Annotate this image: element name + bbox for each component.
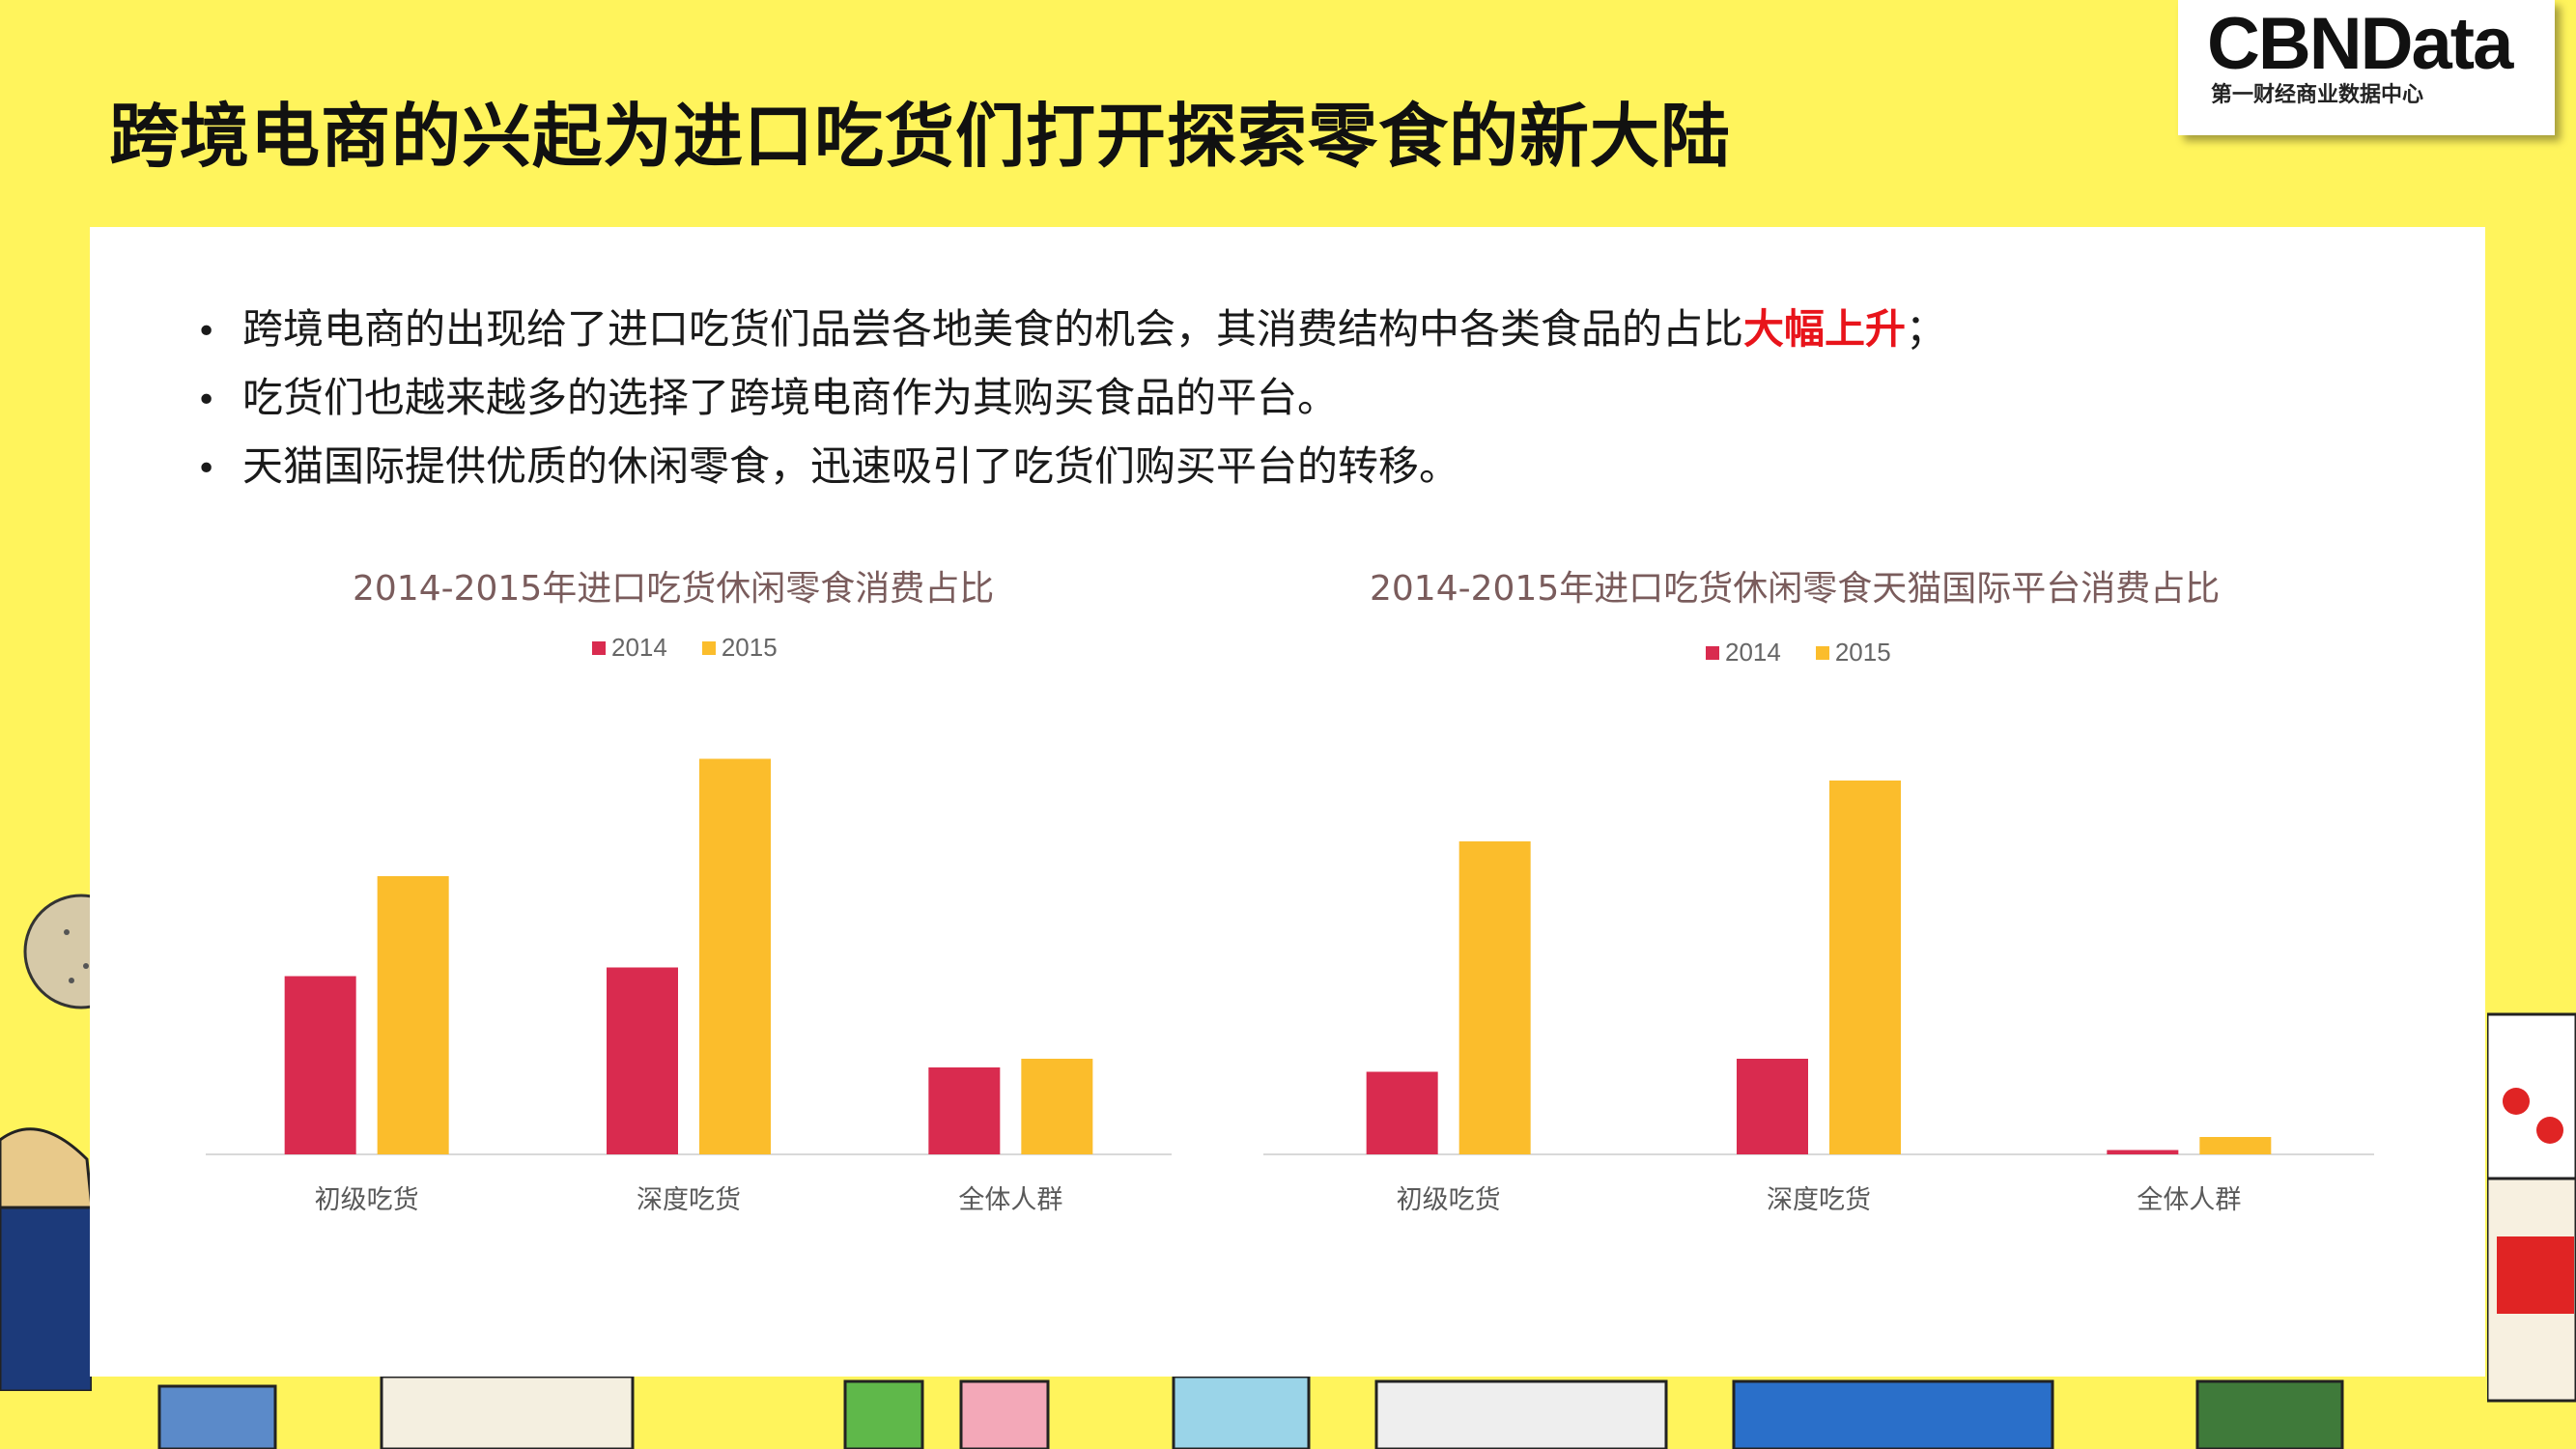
bar-2014-0 — [1366, 1071, 1438, 1154]
legend-swatch-2015 — [1815, 645, 1829, 660]
legend-swatch-2014 — [1706, 645, 1719, 660]
bullet-item-2: • 吃货们也越来越多的选择了跨境电商作为其购买食品的平台。 — [196, 363, 1946, 432]
chart-2-title: 2014-2015年进口吃货休闲零食天猫国际平台消费占比 — [1370, 569, 2221, 609]
bar-2014-1 — [1737, 1059, 1808, 1154]
bar-2015-0 — [1458, 841, 1531, 1154]
logo-sub-text: 第一财经商业数据中心 — [2211, 83, 2424, 107]
chart-1-plot: 初级吃货 深度吃货 全体人群 — [206, 758, 1172, 1215]
bullet-text: 吃货们也越来越多的选择了跨境电商作为其购买食品的平台。 — [242, 374, 1339, 421]
bullet-list: • 跨境电商的出现给了进口吃货们品尝各地美食的机会，其消费结构中各类食品的占比大幅… — [196, 295, 1946, 500]
bullet-item-1: • 跨境电商的出现给了进口吃货们品尝各地美食的机会，其消费结构中各类食品的占比大幅… — [196, 295, 1946, 363]
bullet-text: 跨境电商的出现给了进口吃货们品尝各地美食的机会，其消费结构中各类食品的占比 — [242, 305, 1744, 353]
ice-cream-illustration — [0, 1127, 92, 1391]
x-tick-label: 深度吃货 — [637, 1185, 741, 1215]
legend-label: 2015 — [721, 633, 778, 662]
bullet-dot: • — [196, 312, 217, 352]
legend-label: 2014 — [611, 633, 667, 662]
snack-package-right-illustration — [2487, 1012, 2576, 1403]
legend-swatch-2015 — [701, 640, 716, 655]
bullet-dot: • — [196, 449, 217, 489]
chart-2-legend: 2014 2015 — [1706, 638, 1891, 668]
snack-strip-bottom-illustration — [157, 1377, 2344, 1449]
bar-2014-2 — [2107, 1150, 2179, 1154]
bar-2015-2 — [2199, 1137, 2272, 1154]
legend-item-2014: 2014 — [1706, 638, 1781, 668]
legend-label: 2014 — [1725, 638, 1781, 667]
legend-item-2014: 2014 — [592, 633, 667, 663]
bar-2014-0 — [284, 976, 356, 1154]
bar-2015-1 — [1829, 781, 1901, 1154]
x-tick-label: 深度吃货 — [1767, 1185, 1871, 1215]
bullet-tail: ； — [1906, 305, 1947, 353]
legend-swatch-2014 — [592, 640, 606, 655]
bar-2015-1 — [699, 758, 771, 1154]
bar-2015-2 — [1021, 1059, 1093, 1154]
legend-label: 2015 — [1834, 638, 1891, 667]
x-tick-label: 初级吃货 — [1397, 1185, 1501, 1215]
chart-1-legend: 2014 2015 — [592, 633, 778, 663]
x-tick-label: 初级吃货 — [315, 1185, 419, 1215]
bullet-text: 天猫国际提供优质的休闲零食，迅速吸引了吃货们购买平台的转移。 — [242, 442, 1460, 490]
bullet-dot: • — [196, 381, 217, 420]
cbndata-logo: CBNData 第一财经商业数据中心 — [2178, 0, 2555, 135]
x-tick-label: 全体人群 — [958, 1185, 1062, 1215]
legend-item-2015: 2015 — [701, 633, 778, 663]
x-tick-label: 全体人群 — [2137, 1185, 2241, 1215]
bar-2015-0 — [377, 876, 449, 1154]
bullet-highlight: 大幅上升 — [1743, 305, 1907, 353]
bar-2014-2 — [928, 1067, 1001, 1154]
chart-1-title: 2014-2015年进口吃货休闲零食消费占比 — [353, 569, 995, 609]
legend-item-2015: 2015 — [1815, 638, 1891, 668]
chart-2-plot: 初级吃货 深度吃货 全体人群 — [1263, 781, 2374, 1215]
logo-main-text: CBNData — [2207, 3, 2513, 85]
content-panel: • 跨境电商的出现给了进口吃货们品尝各地美食的机会，其消费结构中各类食品的占比大幅… — [90, 227, 2485, 1377]
cookie-illustration — [23, 894, 100, 1009]
bullet-item-3: • 天猫国际提供优质的休闲零食，迅速吸引了吃货们购买平台的转移。 — [196, 432, 1946, 500]
bar-2014-1 — [607, 967, 678, 1154]
page-title: 跨境电商的兴起为进口吃货们打开探索零食的新大陆 — [109, 96, 1732, 177]
